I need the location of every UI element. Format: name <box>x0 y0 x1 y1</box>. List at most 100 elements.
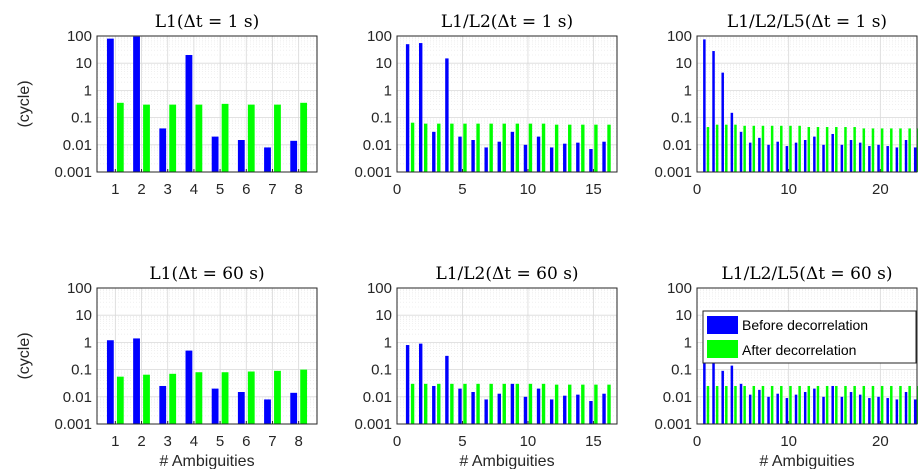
bar-before-12 <box>549 147 554 172</box>
bar-after-12 <box>807 127 811 172</box>
x-tick-label: 15 <box>585 433 602 450</box>
bar-before-21 <box>886 398 889 424</box>
bar-after-15 <box>835 385 838 424</box>
bar-before-7 <box>758 389 761 424</box>
bar-after-7 <box>274 370 281 424</box>
y-tick-label: 0.1 <box>71 362 92 379</box>
bar-after-22 <box>899 128 902 172</box>
bar-after-8 <box>300 369 308 424</box>
x-tick-label: 0 <box>693 433 701 450</box>
bar-before-15 <box>589 401 593 424</box>
x-tick-label: 6 <box>242 433 250 450</box>
bar-after-20 <box>880 128 884 172</box>
bar-after-4 <box>450 383 454 424</box>
x-tick-label: 10 <box>520 181 537 198</box>
bar-after-11 <box>541 123 546 172</box>
bar-after-6 <box>752 125 756 172</box>
x-tick-label: 0 <box>693 181 701 198</box>
y-tick-label: 100 <box>667 28 692 45</box>
bar-after-15 <box>594 124 598 172</box>
bar-after-11 <box>541 383 546 424</box>
bar-after-6 <box>476 383 480 424</box>
bar-before-6 <box>471 140 475 172</box>
bar-before-5 <box>211 388 219 424</box>
bar-before-10 <box>523 144 528 172</box>
bar-after-16 <box>844 385 847 424</box>
x-tick-label: 10 <box>520 433 537 450</box>
bar-before-15 <box>831 133 834 172</box>
bar-after-10 <box>528 123 533 172</box>
y-tick-label: 10 <box>75 55 92 72</box>
axes-box <box>396 35 618 173</box>
y-axis-label: (cycle) <box>16 80 33 127</box>
bar-after-7 <box>761 385 765 424</box>
bar-before-3 <box>432 131 436 172</box>
y-tick-label: 10 <box>675 307 692 324</box>
x-tick-label: 2 <box>137 181 145 198</box>
bar-before-2 <box>133 36 140 172</box>
y-tick-label: 100 <box>367 280 392 297</box>
bar-before-13 <box>563 143 567 172</box>
y-tick-label: 100 <box>67 280 92 297</box>
bar-after-19 <box>871 128 875 172</box>
x-tick-label: 5 <box>216 181 224 198</box>
bar-before-13 <box>813 388 816 424</box>
plot-area <box>97 288 317 424</box>
bar-after-9 <box>515 123 520 172</box>
x-tick-label: 0 <box>393 433 401 450</box>
bar-before-11 <box>794 394 798 424</box>
bar-after-1 <box>116 376 124 424</box>
bar-before-11 <box>536 388 541 424</box>
bar-after-8 <box>502 123 506 172</box>
bar-before-9 <box>776 141 779 172</box>
bar-after-3 <box>169 104 177 172</box>
bar-after-19 <box>871 385 875 424</box>
y-tick-label: 0.01 <box>363 389 392 406</box>
bar-after-14 <box>825 127 829 172</box>
bar-before-16 <box>840 396 844 424</box>
bar-before-3 <box>432 385 436 424</box>
bar-before-12 <box>803 392 807 424</box>
bar-before-16 <box>840 144 844 172</box>
bar-before-11 <box>794 142 798 172</box>
plot-area <box>97 36 317 172</box>
bar-before-5 <box>739 131 743 172</box>
bar-after-14 <box>825 385 829 424</box>
y-tick-label: 1 <box>84 82 92 99</box>
bar-before-17 <box>849 392 853 424</box>
bar-before-23 <box>904 140 908 172</box>
bar-after-15 <box>835 127 838 172</box>
bar-before-2 <box>419 43 423 172</box>
chart-title: L1/L2(Δt = 60 s) <box>435 264 578 284</box>
bar-before-1 <box>405 44 410 172</box>
bar-before-14 <box>576 394 580 424</box>
bar-before-9 <box>776 393 779 424</box>
x-axis-label: # Ambiguities <box>159 453 254 469</box>
bar-before-2 <box>419 343 423 424</box>
x-tick-label: 7 <box>268 433 276 450</box>
bar-after-21 <box>890 385 893 424</box>
bar-before-4 <box>445 355 449 424</box>
bar-after-10 <box>528 383 533 424</box>
bar-before-1 <box>106 38 114 172</box>
bar-before-14 <box>576 142 580 172</box>
bar-after-9 <box>780 125 783 172</box>
x-axis-label: # Ambiguities <box>759 453 854 469</box>
bar-after-1 <box>706 127 710 172</box>
x-tick-label: 2 <box>137 433 145 450</box>
bar-before-7 <box>264 399 271 424</box>
bar-before-12 <box>803 140 807 172</box>
x-tick-label: 5 <box>458 433 466 450</box>
x-tick-label: 15 <box>585 181 602 198</box>
bar-before-7 <box>484 399 488 424</box>
bar-after-16 <box>607 124 611 172</box>
y-tick-label: 0.1 <box>671 362 692 379</box>
y-tick-label: 100 <box>67 28 92 45</box>
chart-title: L1(Δt = 1 s) <box>155 12 259 32</box>
bar-after-12 <box>554 124 559 172</box>
y-tick-label: 0.001 <box>54 416 92 433</box>
bar-after-2 <box>423 123 428 172</box>
bar-before-4 <box>730 112 734 172</box>
bar-before-6 <box>237 392 245 424</box>
y-tick-label: 10 <box>375 55 392 72</box>
